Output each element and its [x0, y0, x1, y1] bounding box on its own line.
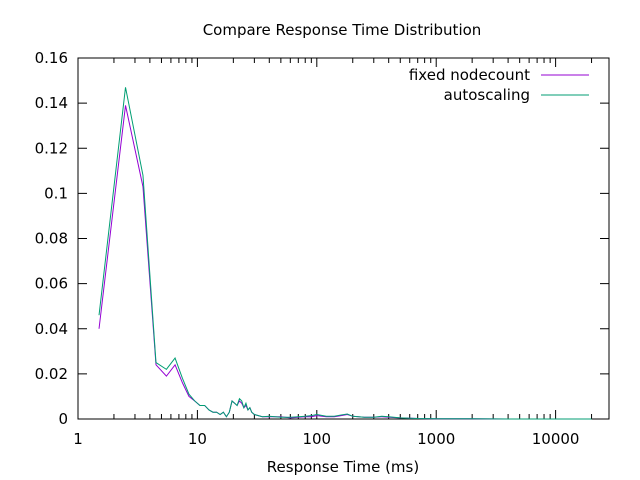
y-tick-label: 0.06: [35, 275, 68, 293]
x-tick-label: 10: [188, 430, 207, 448]
x-tick-label: 10000: [532, 430, 580, 448]
y-tick-label: 0.08: [35, 230, 68, 248]
y-tick-label: 0: [58, 410, 68, 428]
series-line-autoscaling: [98, 87, 592, 420]
x-tick-label: 1: [73, 430, 83, 448]
y-tick-label: 0.14: [35, 94, 68, 112]
legend-label: autoscaling: [444, 86, 530, 104]
series-lines: [98, 87, 592, 420]
x-tick-label: 100: [302, 430, 331, 448]
axes-group: 0 0.02 0.04 0.06 0.08 0.1 0.12 0.14 0.16 1 10 100 10…: [35, 49, 610, 448]
x-tick-label: 1000: [417, 430, 455, 448]
y-tick-label: 0.12: [35, 139, 68, 157]
legend: fixed nodecount autoscaling: [409, 66, 589, 104]
y-tick-label: 0.02: [35, 365, 68, 383]
y-tick-label: 0.04: [35, 320, 68, 338]
legend-label: fixed nodecount: [409, 66, 530, 84]
chart-title: Compare Response Time Distribution: [203, 21, 482, 39]
series-line-fixed-nodecount: [98, 105, 592, 420]
y-tick-label: 0.16: [35, 49, 68, 67]
x-axis-label: Response Time (ms): [267, 458, 419, 476]
y-tick-label: 0.1: [44, 184, 68, 202]
plot-frame: [77, 57, 610, 420]
